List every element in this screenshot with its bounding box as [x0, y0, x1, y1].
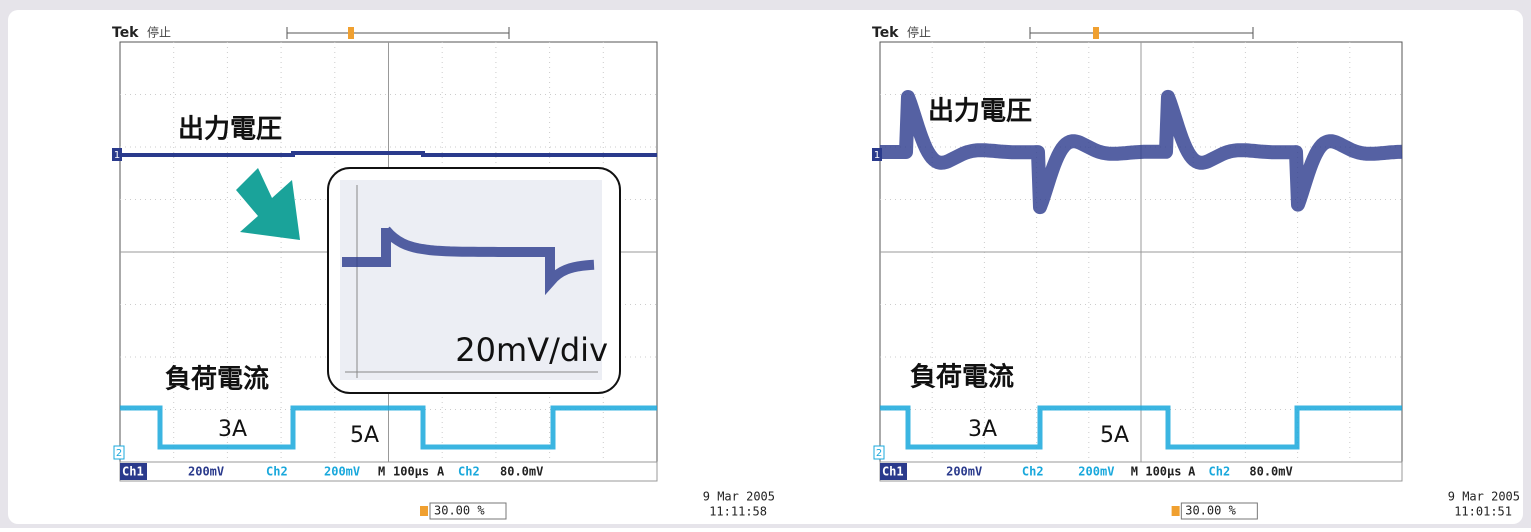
bracket-marker — [1093, 27, 1099, 39]
brand: Tek — [112, 25, 139, 41]
status: 停止 — [907, 25, 931, 40]
date: 9 Mar 2005 — [1448, 490, 1520, 504]
ch2-marker: 2 — [116, 448, 122, 459]
status-item: 200mV — [188, 465, 224, 479]
ch1-trace — [120, 153, 657, 155]
status-item: A — [1188, 465, 1196, 479]
trigger-position: 30.00 % — [434, 504, 485, 518]
status-item: 200mV — [946, 465, 982, 479]
current-high: 5A — [1100, 423, 1129, 448]
status-item: Ch2 — [458, 465, 480, 479]
status-item: Ch1 — [882, 465, 904, 479]
status-item: 200mV — [324, 465, 360, 479]
current-high: 5A — [350, 423, 379, 448]
bracket-marker — [348, 27, 354, 39]
status: 停止 — [147, 25, 171, 40]
time: 11:11:58 — [709, 505, 767, 519]
trigger-icon — [420, 506, 428, 516]
status-item: Ch1 — [122, 465, 144, 479]
status-item: 80.0mV — [500, 465, 543, 479]
ch1-marker: 1 — [114, 150, 120, 161]
status-item: Ch2 — [1022, 465, 1044, 479]
ch1-label: 出力電圧 — [928, 97, 1032, 127]
status-item: 100µs — [1145, 465, 1181, 479]
ch1-label: 出力電圧 — [178, 115, 282, 145]
status-item: A — [437, 465, 445, 479]
status-item: M — [1131, 465, 1138, 479]
ch2-label: 負荷電流 — [165, 365, 269, 395]
status-item: Ch2 — [266, 465, 288, 479]
time: 11:01:51 — [1454, 505, 1512, 519]
ch2-label: 負荷電流 — [910, 363, 1014, 393]
date: 9 Mar 2005 — [703, 490, 775, 504]
ch2-marker: 2 — [876, 448, 882, 459]
screenshot: Tek 停止 1 2 出力電圧負荷電流 3A 5A 20mV/div Ch1 200mV Ch2 20… — [0, 0, 1531, 528]
status-item: 80.0mV — [1249, 465, 1292, 479]
page: Tek 停止 1 2 出力電圧負荷電流 3A 5A 20mV/div Ch1 200mV Ch2 20… — [0, 0, 1531, 528]
trigger-position: 30.00 % — [1185, 504, 1236, 518]
status-item: Ch2 — [1209, 465, 1231, 479]
current-low: 3A — [968, 417, 997, 442]
status-item: 200mV — [1078, 465, 1114, 479]
brand: Tek — [872, 25, 899, 41]
current-low: 3A — [218, 417, 247, 442]
trigger-icon — [1172, 506, 1180, 516]
inset-scale: 20mV/div — [455, 331, 608, 369]
status-item: M — [378, 465, 385, 479]
status-item: 100µs — [393, 465, 429, 479]
ch1-marker: 1 — [874, 150, 880, 161]
